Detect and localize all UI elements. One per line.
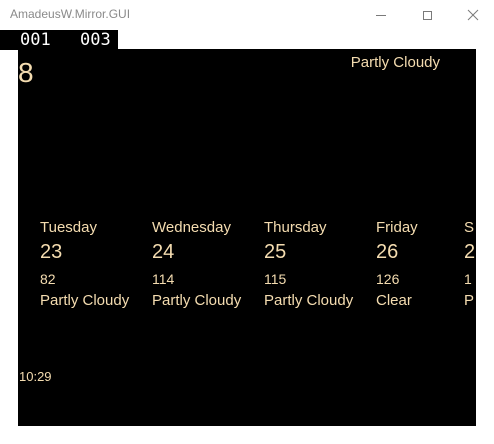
minimize-icon	[376, 14, 386, 16]
close-button[interactable]	[450, 0, 494, 30]
forecast-day-name: Friday	[376, 219, 418, 236]
frame-counter: 001 003	[0, 30, 118, 50]
forecast-day-name: Wednesday	[152, 219, 231, 236]
forecast-condition: Partly Cloudy	[152, 292, 242, 309]
forecast-condition: P	[464, 292, 475, 309]
forecast-value: 126	[376, 271, 400, 287]
counter-first: 001	[20, 30, 51, 50]
forecast-value: 115	[264, 271, 287, 287]
maximize-icon	[422, 10, 432, 20]
forecast-date: 2	[464, 241, 476, 263]
minimize-button[interactable]	[358, 0, 404, 30]
forecast-day-name: S	[464, 219, 475, 236]
forecast-value: 1	[464, 271, 472, 287]
counter-second: 003	[80, 30, 111, 50]
forecast-row: Tuesday 23 82 Partly Cloudy Wednesday 24…	[40, 219, 476, 319]
forecast-condition: Partly Cloudy	[40, 292, 130, 309]
title-bar[interactable]: AmadeusW.Mirror.GUI	[0, 0, 494, 30]
forecast-date: 26	[376, 241, 399, 263]
forecast-condition: Partly Cloudy	[264, 292, 354, 309]
window-title: AmadeusW.Mirror.GUI	[10, 7, 131, 21]
maximize-button[interactable]	[404, 0, 450, 30]
forecast-value: 82	[40, 271, 56, 287]
clock-time: 10:29	[19, 369, 52, 384]
forecast-day-name: Tuesday	[40, 219, 97, 236]
forecast-date: 23	[40, 241, 63, 263]
current-temperature: 8	[18, 57, 34, 88]
forecast-value: 114	[152, 271, 175, 287]
forecast-date: 24	[152, 241, 175, 263]
mirror-display: 8 Partly Cloudy Tuesday 23 82 Partly Clo…	[18, 49, 476, 426]
forecast-date: 25	[264, 241, 287, 263]
close-icon	[467, 9, 479, 21]
current-condition: Partly Cloudy	[350, 54, 440, 71]
forecast-condition: Clear	[376, 292, 412, 309]
forecast-day-name: Thursday	[264, 219, 327, 236]
